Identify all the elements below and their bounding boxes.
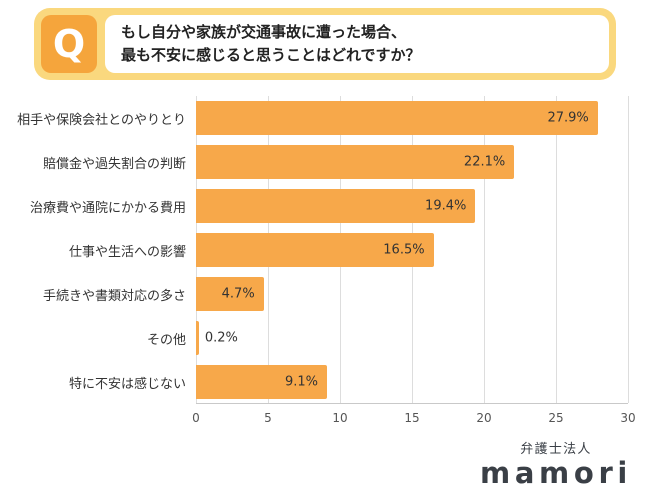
bar: 0.2% [196, 321, 238, 355]
bar-row: 27.9% [196, 96, 628, 140]
value-label: 4.7% [221, 286, 255, 302]
bar: 9.1% [196, 365, 328, 399]
category-label: 治療費や通院にかかる費用 [29, 200, 186, 216]
category-label: 特に不安は感じない [68, 376, 186, 392]
bar: 27.9% [196, 101, 598, 135]
value-label: 19.4% [425, 198, 467, 214]
x-tick-label: 10 [332, 411, 348, 425]
bar: 19.4% [196, 189, 476, 223]
bar-row: 22.1% [196, 140, 628, 184]
q-icon: Q [41, 15, 97, 73]
value-label: 27.9% [547, 110, 589, 126]
category-label: 賠償金や過失割合の判断 [42, 156, 186, 172]
category-labels-column: 相手や保険会社とのやりとり賠償金や過失割合の判断治療費や通院にかかる費用仕事や生… [10, 96, 196, 430]
category-label: その他 [146, 332, 186, 348]
value-label: 22.1% [463, 154, 506, 170]
question-banner: Q もし自分や家族が交通事故に遭った場合、 最も不安に感じると思うことはどれです… [34, 8, 616, 80]
gridline [556, 96, 557, 403]
bar-row: 4.7% [196, 272, 628, 316]
x-tick-label: 15 [404, 411, 420, 425]
bar: 16.5% [196, 233, 434, 267]
company-logo: 弁護士法人 mamori [480, 438, 632, 488]
bar: 4.7% [196, 277, 264, 311]
x-tick-label: 20 [476, 411, 492, 425]
bar-row: 9.1% [196, 360, 628, 404]
bar-row: 19.4% [196, 184, 628, 228]
company-type-label: 弁護士法人 [520, 441, 592, 457]
q-letter: Q [52, 22, 86, 66]
bar-chart: 相手や保険会社とのやりとり賠償金や過失割合の判断治療費や通院にかかる費用仕事や生… [10, 96, 636, 430]
bar: 22.1% [196, 145, 515, 179]
x-tick-label: 5 [264, 411, 272, 425]
gridline [628, 96, 629, 403]
bar-row: 16.5% [196, 228, 628, 272]
x-tick-label: 0 [192, 411, 200, 425]
x-axis: 0 5 10 15 20 25 30 [192, 404, 635, 430]
category-label: 相手や保険会社とのやりとり [17, 112, 186, 128]
x-tick-label: 30 [620, 411, 636, 425]
x-tick-label: 25 [548, 411, 564, 425]
plot-area: 27.9% 22.1% 19.4% 16.5% 4.7% 0.2% 9.1% [196, 96, 629, 404]
plot-column: 27.9% 22.1% 19.4% 16.5% 4.7% 0.2% 9.1% 0 5 10 15 2… [192, 96, 636, 430]
question-line-1: もし自分や家族が交通事故に遭った場合、 [121, 22, 407, 41]
gridline [483, 96, 485, 403]
bar-row: 0.2% [196, 316, 628, 360]
value-label: 16.5% [383, 242, 425, 258]
question-line-2: 最も不安に感じると思うことはどれですか？ [121, 46, 421, 64]
brand-wordmark: mamori [479, 455, 632, 490]
value-label: 0.2% [204, 330, 238, 346]
category-label: 仕事や生活への影響 [68, 244, 186, 260]
value-label: 9.1% [285, 374, 319, 390]
category-label: 手続きや書類対応の多さ [42, 288, 186, 304]
question-text-box: もし自分や家族が交通事故に遭った場合、 最も不安に感じると思うことはどれですか？ [105, 15, 609, 73]
